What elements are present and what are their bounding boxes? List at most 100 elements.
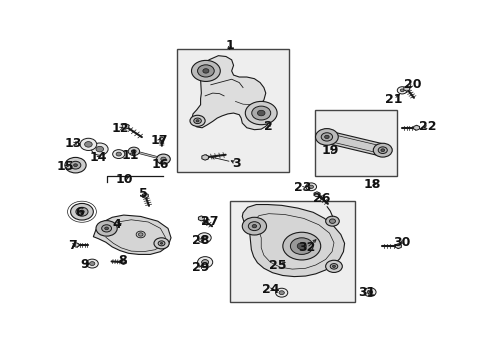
Text: 21: 21	[385, 93, 402, 106]
Text: 7: 7	[68, 239, 77, 252]
Text: 25: 25	[268, 259, 286, 272]
Circle shape	[325, 260, 342, 273]
Circle shape	[282, 232, 320, 260]
Polygon shape	[159, 137, 163, 140]
Circle shape	[363, 288, 375, 297]
Circle shape	[136, 231, 145, 238]
Text: 10: 10	[116, 172, 133, 185]
Circle shape	[325, 216, 339, 226]
Polygon shape	[191, 56, 268, 130]
Circle shape	[275, 288, 287, 297]
Bar	[314, 110, 396, 176]
Text: 4: 4	[113, 218, 122, 231]
Text: 16: 16	[151, 158, 169, 171]
Polygon shape	[122, 123, 128, 129]
Circle shape	[321, 133, 332, 141]
Circle shape	[131, 150, 136, 153]
Circle shape	[84, 141, 92, 147]
Circle shape	[193, 118, 201, 123]
Circle shape	[74, 164, 77, 167]
Circle shape	[372, 143, 391, 157]
Circle shape	[70, 161, 81, 169]
Circle shape	[252, 225, 256, 228]
Circle shape	[197, 65, 214, 77]
Circle shape	[324, 135, 328, 139]
Polygon shape	[318, 131, 390, 156]
Circle shape	[329, 219, 335, 223]
Text: 22: 22	[418, 120, 436, 134]
Text: 28: 28	[191, 234, 209, 247]
Circle shape	[396, 87, 407, 94]
Circle shape	[65, 157, 86, 173]
Circle shape	[86, 259, 98, 268]
Text: 30: 30	[393, 236, 410, 249]
Circle shape	[251, 106, 270, 120]
Circle shape	[290, 238, 312, 255]
Circle shape	[80, 210, 84, 213]
Polygon shape	[74, 243, 79, 247]
Circle shape	[202, 236, 206, 240]
Circle shape	[197, 257, 212, 268]
Circle shape	[158, 241, 164, 246]
Polygon shape	[413, 125, 419, 130]
Circle shape	[191, 60, 220, 81]
Text: 23: 23	[294, 181, 311, 194]
Circle shape	[279, 291, 284, 294]
Polygon shape	[93, 215, 171, 255]
Circle shape	[308, 185, 313, 188]
Text: 24: 24	[261, 283, 279, 296]
Circle shape	[332, 265, 335, 267]
Circle shape	[257, 110, 264, 116]
Circle shape	[160, 243, 163, 244]
Text: 18: 18	[363, 177, 381, 190]
Text: 12: 12	[111, 122, 128, 135]
Circle shape	[189, 115, 205, 126]
Polygon shape	[313, 192, 319, 197]
Text: 14: 14	[89, 151, 107, 164]
Polygon shape	[142, 193, 148, 198]
Text: 31: 31	[358, 285, 375, 299]
Circle shape	[104, 227, 108, 230]
Circle shape	[128, 147, 139, 156]
Circle shape	[248, 222, 260, 231]
Text: 27: 27	[201, 216, 218, 229]
Text: 26: 26	[312, 193, 330, 206]
Text: 5: 5	[139, 187, 148, 200]
Polygon shape	[121, 260, 126, 264]
Text: 9: 9	[80, 258, 89, 271]
Circle shape	[70, 203, 93, 220]
Circle shape	[91, 143, 108, 155]
Bar	[229, 201, 354, 302]
Circle shape	[245, 102, 277, 125]
Text: 29: 29	[191, 261, 209, 274]
Circle shape	[102, 225, 111, 232]
Text: 20: 20	[403, 78, 421, 91]
Circle shape	[154, 238, 169, 249]
Circle shape	[80, 138, 97, 150]
Bar	[176, 49, 288, 172]
Circle shape	[297, 243, 305, 249]
Circle shape	[202, 236, 206, 240]
Circle shape	[161, 157, 166, 161]
Circle shape	[196, 120, 199, 122]
Polygon shape	[403, 86, 409, 91]
Text: 3: 3	[231, 157, 240, 170]
Circle shape	[76, 207, 88, 216]
Circle shape	[380, 149, 384, 152]
Polygon shape	[202, 155, 208, 160]
Circle shape	[96, 146, 103, 152]
Text: 32: 32	[297, 241, 315, 254]
Polygon shape	[242, 204, 344, 276]
Text: 15: 15	[57, 160, 74, 173]
Circle shape	[366, 290, 372, 294]
Circle shape	[202, 260, 208, 265]
Circle shape	[138, 233, 142, 236]
Circle shape	[203, 69, 208, 73]
Text: 19: 19	[321, 144, 338, 157]
Circle shape	[116, 152, 121, 156]
Circle shape	[242, 217, 266, 235]
Circle shape	[305, 183, 316, 191]
Polygon shape	[395, 244, 401, 249]
Circle shape	[197, 233, 211, 243]
Circle shape	[400, 89, 403, 92]
